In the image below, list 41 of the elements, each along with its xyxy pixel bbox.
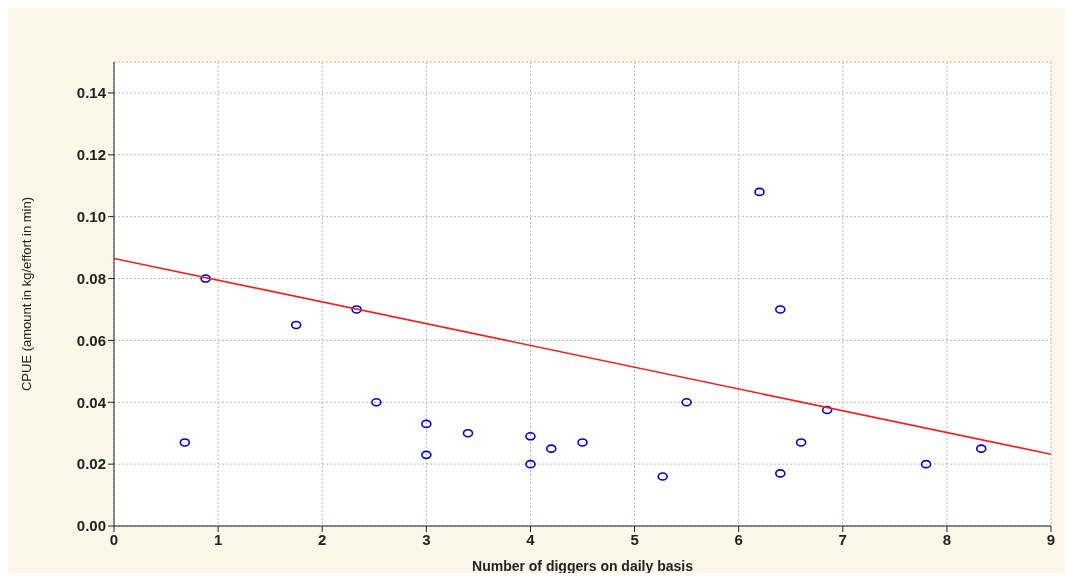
x-tick-label: 6 bbox=[734, 530, 743, 548]
point bbox=[657, 472, 668, 481]
point bbox=[775, 469, 786, 478]
x-tick-label: 1 bbox=[213, 530, 223, 548]
point bbox=[462, 428, 474, 438]
point bbox=[975, 444, 987, 453]
y-tick-label: 0.00 bbox=[76, 517, 106, 535]
x-tick-label: 8 bbox=[942, 530, 952, 548]
point bbox=[421, 450, 432, 460]
x-tick-label: 3 bbox=[422, 530, 431, 548]
point bbox=[290, 320, 302, 330]
y-tick-label: 0.14 bbox=[76, 84, 107, 102]
point bbox=[351, 305, 362, 314]
point bbox=[525, 431, 536, 441]
point bbox=[681, 397, 692, 407]
x-axis-title: Number of diggers on daily basis bbox=[472, 558, 694, 574]
y-tick-label: 0.04 bbox=[76, 393, 107, 411]
point bbox=[200, 274, 211, 283]
point bbox=[775, 305, 786, 314]
point bbox=[525, 459, 536, 469]
point bbox=[545, 444, 557, 453]
point bbox=[371, 397, 382, 407]
x-tick-label: 4 bbox=[526, 530, 536, 548]
y-tick-label: 0.08 bbox=[76, 269, 106, 287]
y-tick-label: 0.06 bbox=[76, 331, 106, 349]
x-tick-label: 7 bbox=[838, 530, 847, 548]
point bbox=[179, 438, 191, 447]
y-tick-label: 0.02 bbox=[76, 455, 106, 473]
point bbox=[920, 459, 932, 469]
point bbox=[754, 187, 765, 197]
point bbox=[821, 405, 833, 415]
point bbox=[577, 438, 588, 447]
x-tick-label: 5 bbox=[630, 530, 639, 548]
point bbox=[421, 419, 432, 429]
y-tick-label: 0.12 bbox=[76, 146, 106, 164]
point bbox=[795, 438, 807, 447]
y-tick-label: 0.10 bbox=[76, 207, 106, 225]
x-tick-label: 2 bbox=[318, 530, 327, 548]
x-tick-label: 9 bbox=[1046, 530, 1056, 548]
x-tick-label: 0 bbox=[109, 530, 119, 548]
y-axis-title: CPUE (amount in kg/effort in min) bbox=[18, 196, 34, 392]
